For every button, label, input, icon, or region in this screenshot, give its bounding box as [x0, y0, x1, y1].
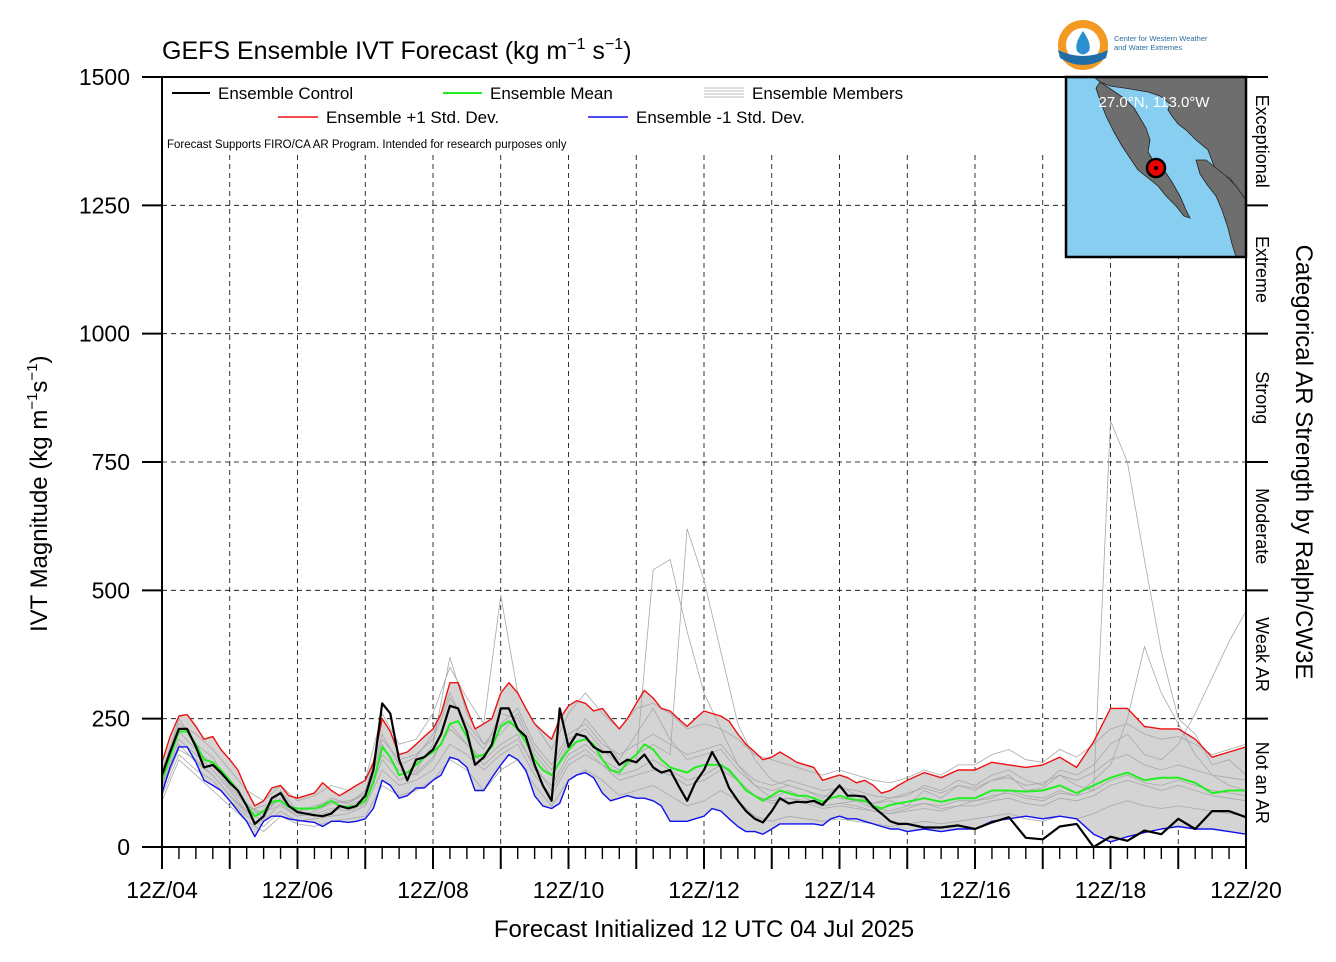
y-tick-label: 1000	[79, 321, 130, 347]
member-line	[161, 697, 1247, 815]
ensemble-spread-band	[162, 682, 1246, 842]
logo-text-line2: and Water Extremes	[1114, 43, 1182, 52]
x-tick-label: 12Z/14	[804, 877, 876, 903]
control-line	[160, 702, 1247, 849]
mainland-coast	[1195, 159, 1247, 258]
x-tick-label: 12Z/08	[397, 877, 469, 903]
legend-label-plus-std: Ensemble +1 Std. Dev.	[326, 108, 499, 127]
x-tick-label: 12Z/10	[533, 877, 605, 903]
category-labels: Not an AR Weak AR Moderate Strong Extreme Exc…	[1252, 95, 1272, 824]
member-line	[161, 595, 1247, 802]
legend-label-minus-std: Ensemble -1 Std. Dev.	[636, 108, 805, 127]
category-label: Strong	[1252, 371, 1272, 424]
category-label: Moderate	[1252, 488, 1272, 564]
x-tick-label: 12Z/20	[1210, 877, 1282, 903]
minus-std-line	[161, 746, 1247, 843]
axis-tick-labels: 0 250 500 750 1000 1250 1500 12Z/04 12Z/06 12Z/08…	[79, 64, 1282, 903]
category-label: Exceptional	[1252, 95, 1272, 188]
chart-title: GEFS Ensemble IVT Forecast (kg m−1 s−1)	[162, 36, 632, 65]
right-axis-label: Categorical AR Strength by Ralph/CW3E	[1290, 245, 1317, 680]
location-inset-map: 27.0°N, 113.0°W	[1064, 75, 1248, 259]
x-tick-label: 12Z/16	[939, 877, 1011, 903]
plus-std-line	[161, 682, 1247, 807]
legend-label-control: Ensemble Control	[218, 84, 353, 103]
x-tick-label: 12Z/04	[126, 877, 198, 903]
category-label: Extreme	[1252, 236, 1272, 303]
x-axis-label: Forecast Initialized 12 UTC 04 Jul 2025	[494, 916, 914, 943]
legend-label-members: Ensemble Members	[752, 84, 903, 103]
member-line	[161, 728, 1247, 822]
x-tick-label: 12Z/18	[1075, 877, 1147, 903]
y-tick-label: 500	[92, 577, 130, 603]
y-tick-label: 250	[92, 706, 130, 732]
member-line	[161, 528, 1247, 817]
y-tick-label: 0	[117, 834, 130, 860]
legend-label-mean: Ensemble Mean	[490, 84, 613, 103]
category-label: Weak AR	[1252, 617, 1272, 692]
legend: Ensemble Control Ensemble Mean Ensemble …	[166, 80, 1056, 152]
y-axis-label: IVT Magnitude (kg m−1s−1)	[24, 355, 53, 632]
member-line	[161, 743, 1247, 827]
baja-peninsula	[1095, 81, 1191, 219]
disclaimer-text: Forecast Supports FIRO/CA AR Program. In…	[167, 139, 567, 151]
axis-ticks	[142, 76, 1268, 869]
series-lines	[160, 682, 1247, 849]
legend-swatch-members	[704, 87, 744, 98]
x-tick-label: 12Z/12	[668, 877, 740, 903]
y-tick-label: 1250	[79, 192, 130, 218]
x-tick-label: 12Z/06	[262, 877, 334, 903]
spread-band	[162, 682, 1246, 842]
y-tick-label: 750	[92, 449, 130, 475]
y-tick-label: 1500	[79, 64, 130, 90]
mean-line	[161, 720, 1246, 818]
cw3e-logo: Center for Western Weather and Water Ext…	[1058, 20, 1208, 70]
logo-text-line1: Center for Western Weather	[1114, 34, 1208, 43]
inset-coordinate-label: 27.0°N, 113.0°W	[1099, 94, 1211, 111]
category-label: Not an AR	[1252, 742, 1272, 824]
